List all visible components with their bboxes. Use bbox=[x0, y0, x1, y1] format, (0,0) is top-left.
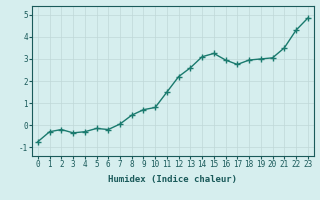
X-axis label: Humidex (Indice chaleur): Humidex (Indice chaleur) bbox=[108, 175, 237, 184]
